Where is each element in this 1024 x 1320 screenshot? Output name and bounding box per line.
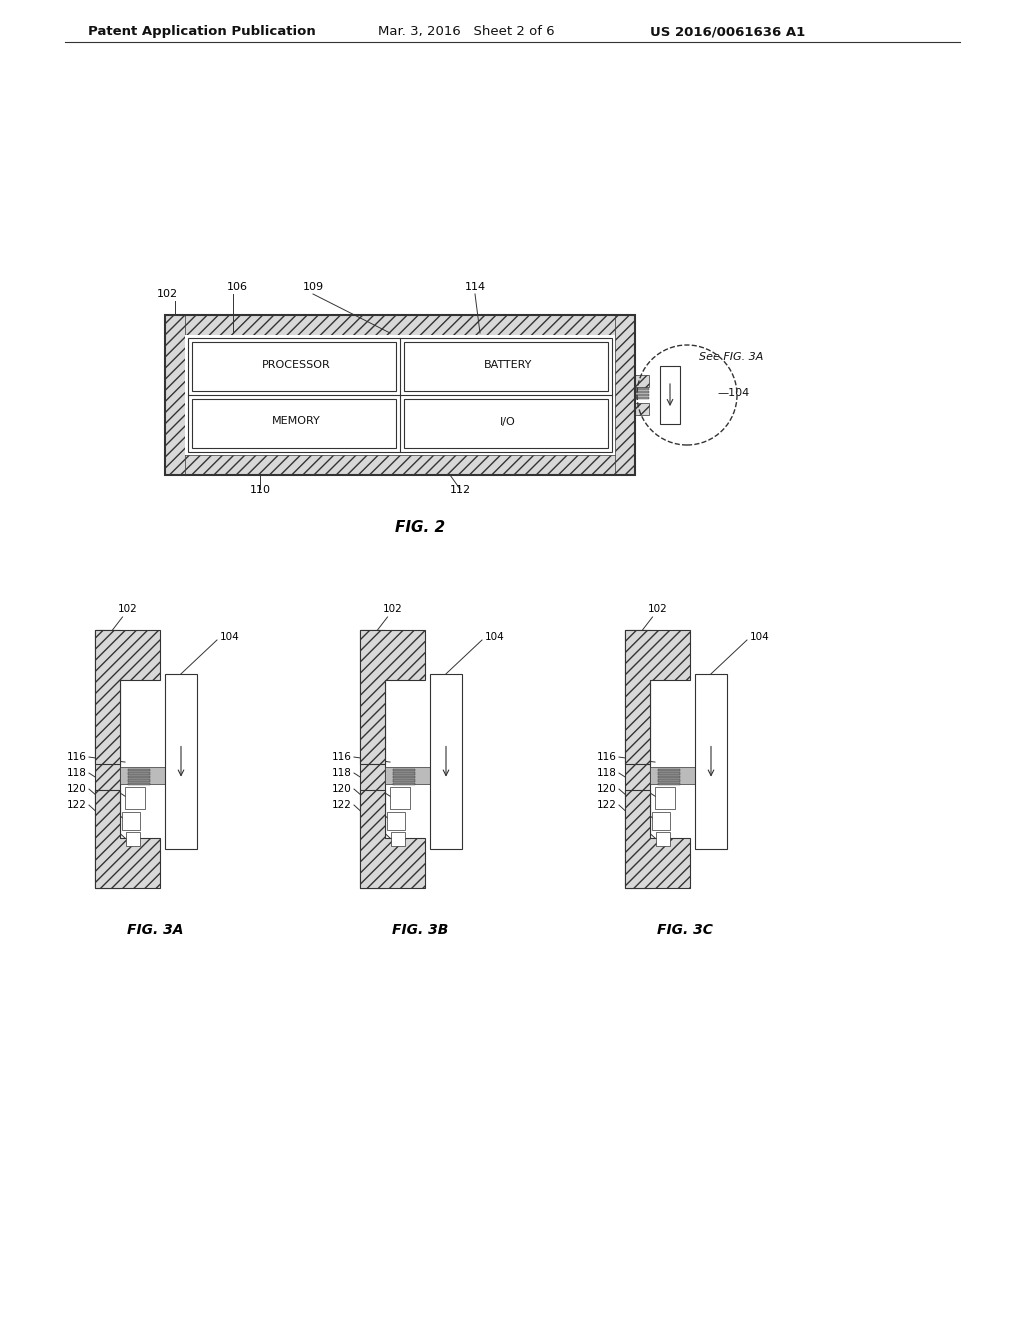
Bar	[193, 399, 396, 447]
Bar	[660, 366, 680, 424]
Text: —104: —104	[717, 388, 750, 399]
Bar	[635, 397, 649, 399]
Bar	[128, 768, 150, 771]
Bar	[128, 776, 150, 777]
Bar	[404, 399, 608, 447]
Text: 106: 106	[226, 282, 248, 292]
Text: 122: 122	[332, 800, 352, 810]
Text: 102: 102	[383, 605, 402, 614]
Bar	[387, 812, 406, 830]
Bar	[635, 375, 649, 387]
Text: 110: 110	[250, 484, 270, 495]
Bar	[385, 767, 460, 784]
Bar	[390, 787, 410, 809]
Text: 102: 102	[157, 289, 177, 300]
Bar	[393, 776, 415, 777]
Bar	[658, 776, 680, 777]
Bar	[615, 315, 635, 475]
Bar	[128, 783, 150, 785]
Bar	[625, 630, 650, 888]
Bar	[193, 342, 396, 391]
Bar	[393, 768, 415, 771]
Text: 112: 112	[450, 484, 471, 495]
Text: 120: 120	[597, 784, 617, 795]
Text: PROCESSOR: PROCESSOR	[261, 359, 331, 370]
Bar	[695, 673, 727, 849]
Text: FIG. 3A: FIG. 3A	[127, 923, 183, 937]
Text: 122: 122	[68, 800, 87, 810]
Bar	[165, 315, 185, 475]
Bar	[635, 393, 649, 396]
Bar	[126, 832, 140, 846]
Text: 116: 116	[332, 752, 352, 762]
Bar	[393, 783, 415, 785]
Text: FIG. 3C: FIG. 3C	[657, 923, 713, 937]
Bar	[120, 767, 195, 784]
Polygon shape	[95, 789, 160, 888]
Text: 104: 104	[220, 632, 240, 642]
Text: BATTERY: BATTERY	[483, 359, 532, 370]
Text: 118: 118	[68, 768, 87, 777]
Bar	[393, 779, 415, 781]
Text: FIG. 2: FIG. 2	[395, 520, 445, 535]
Text: 116: 116	[597, 752, 617, 762]
Bar	[393, 772, 415, 775]
Bar	[658, 768, 680, 771]
Text: 114: 114	[465, 282, 485, 292]
Bar	[128, 779, 150, 781]
Text: 118: 118	[597, 768, 617, 777]
Bar	[165, 455, 635, 475]
Text: 109: 109	[302, 282, 324, 292]
Text: 120: 120	[332, 784, 352, 795]
Polygon shape	[625, 789, 690, 888]
Text: See FIG. 3A: See FIG. 3A	[699, 352, 763, 362]
Polygon shape	[360, 789, 425, 888]
Bar	[122, 812, 140, 830]
Text: I/O: I/O	[500, 417, 516, 426]
Bar	[635, 388, 649, 389]
Polygon shape	[625, 630, 690, 764]
Text: 120: 120	[68, 784, 87, 795]
Bar	[652, 812, 670, 830]
Bar	[656, 832, 670, 846]
Bar	[658, 779, 680, 781]
Bar	[404, 342, 608, 391]
Text: MEMORY: MEMORY	[271, 417, 321, 426]
Bar	[650, 764, 690, 789]
Bar	[128, 772, 150, 775]
Bar	[385, 764, 425, 789]
Text: 104: 104	[750, 632, 770, 642]
Bar	[185, 335, 615, 455]
Text: 116: 116	[68, 752, 87, 762]
Text: Mar. 3, 2016   Sheet 2 of 6: Mar. 3, 2016 Sheet 2 of 6	[378, 25, 555, 38]
Bar	[95, 630, 120, 888]
Text: 102: 102	[647, 605, 668, 614]
Bar	[120, 764, 160, 789]
Bar	[635, 391, 649, 393]
Bar	[360, 630, 385, 888]
Bar	[635, 403, 649, 414]
Text: Patent Application Publication: Patent Application Publication	[88, 25, 315, 38]
Bar	[165, 315, 635, 475]
Text: FIG. 3B: FIG. 3B	[392, 923, 449, 937]
Bar	[658, 783, 680, 785]
Bar	[430, 673, 462, 849]
Bar	[650, 767, 725, 784]
Bar	[655, 787, 675, 809]
Bar	[188, 338, 612, 451]
Text: 102: 102	[118, 605, 137, 614]
Bar	[391, 832, 406, 846]
Bar	[165, 315, 635, 335]
Bar	[125, 787, 145, 809]
Text: 118: 118	[332, 768, 352, 777]
Text: 122: 122	[597, 800, 617, 810]
Polygon shape	[95, 630, 160, 764]
Polygon shape	[360, 630, 425, 764]
Text: US 2016/0061636 A1: US 2016/0061636 A1	[650, 25, 805, 38]
Bar	[165, 673, 197, 849]
Bar	[658, 772, 680, 775]
Text: 104: 104	[485, 632, 505, 642]
